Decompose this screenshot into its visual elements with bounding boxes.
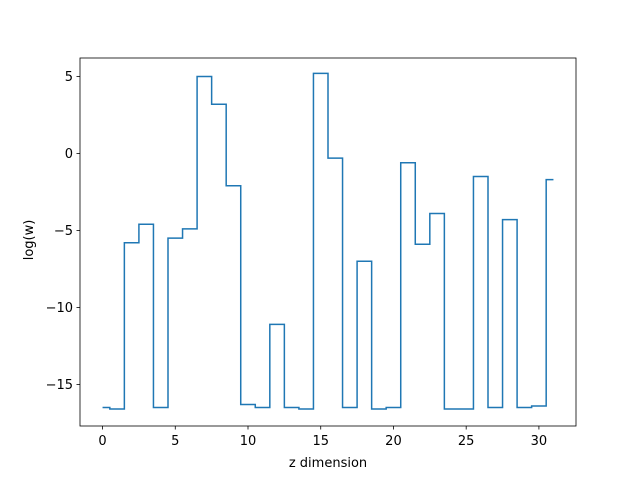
x-tick-label: 15 [312,434,329,449]
y-tick-label: 0 [65,147,73,162]
y-tick-label: −10 [46,301,73,316]
x-tick-label: 10 [240,434,257,449]
y-tick-label: 5 [65,70,73,85]
x-tick-label: 5 [171,434,179,449]
y-tick-label: −5 [54,224,73,239]
x-axis-label: z dimension [289,456,367,471]
x-tick-label: 20 [385,434,402,449]
y-tick-label: −15 [46,378,73,393]
x-tick-label: 25 [458,434,475,449]
x-tick-label: 0 [98,434,106,449]
y-axis-label: log(w) [22,220,37,261]
x-tick-label: 30 [531,434,548,449]
